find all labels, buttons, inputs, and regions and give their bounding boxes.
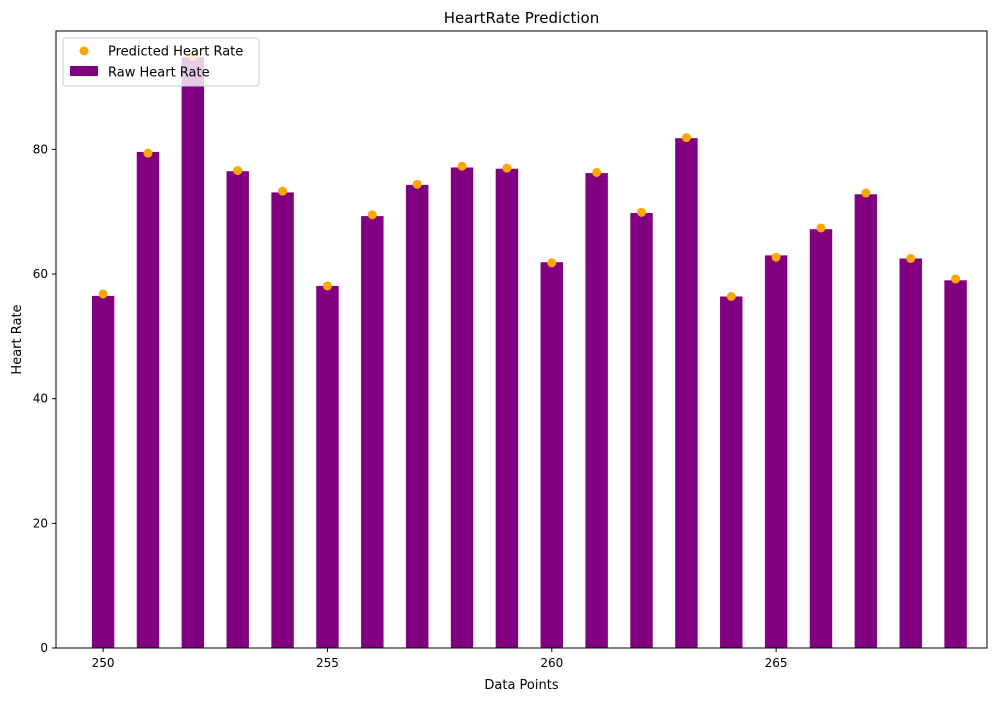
- predicted-point: [592, 167, 602, 177]
- bar: [899, 258, 922, 648]
- chart-title: HeartRate Prediction: [444, 9, 599, 27]
- predicted-point: [412, 179, 422, 189]
- legend-label-raw: Raw Heart Rate: [108, 66, 210, 81]
- bar: [809, 229, 833, 649]
- predicted-point: [906, 253, 916, 263]
- predicted-point: [502, 163, 512, 173]
- y-tick-label: 20: [33, 516, 48, 530]
- predicted-point: [457, 161, 467, 171]
- legend-marker-predicted: [79, 46, 89, 56]
- legend-swatch-raw: [70, 66, 98, 76]
- y-tick-label: 0: [40, 641, 48, 655]
- predicted-point: [861, 188, 871, 198]
- predicted-point: [233, 166, 243, 176]
- plot-frame: [55, 30, 988, 649]
- x-axis-label: Data Points: [484, 678, 558, 693]
- y-axis-label: Heart Rate: [10, 304, 25, 374]
- y-tick-label: 60: [33, 267, 48, 281]
- predicted-point: [816, 223, 826, 233]
- bar: [944, 280, 967, 648]
- y-tick-label: 80: [33, 142, 48, 156]
- predicted-point: [547, 258, 557, 268]
- predicted-point: [278, 186, 288, 196]
- bar: [764, 255, 788, 648]
- predicted-point: [681, 133, 691, 143]
- bar: [226, 171, 249, 648]
- bar: [585, 173, 608, 648]
- bar: [675, 138, 698, 648]
- legend-box: [62, 37, 260, 87]
- bar: [540, 262, 564, 648]
- bar: [630, 212, 653, 649]
- bar: [271, 192, 294, 648]
- bar: [495, 168, 519, 648]
- predicted-point: [322, 281, 332, 291]
- predicted-point: [98, 289, 108, 299]
- predicted-point: [143, 148, 153, 158]
- x-tick-label: 260: [540, 656, 563, 670]
- predicted-point: [637, 207, 647, 217]
- bar: [361, 216, 384, 648]
- x-tick-label: 255: [316, 656, 339, 670]
- x-tick-label: 250: [92, 656, 115, 670]
- bar-series: [91, 57, 967, 649]
- predicted-point: [367, 210, 377, 220]
- legend-label-predicted: Predicted Heart Rate: [108, 45, 243, 60]
- x-tick-label: 265: [765, 656, 788, 670]
- bar: [720, 296, 743, 648]
- bar: [136, 151, 160, 648]
- y-tick-label: 40: [33, 392, 48, 406]
- bar: [91, 295, 115, 648]
- bar: [316, 285, 339, 648]
- bar: [854, 194, 878, 648]
- predicted-point: [726, 291, 736, 301]
- legend: Predicted Heart Rate Raw Heart Rate: [62, 37, 260, 87]
- bar: [405, 184, 429, 648]
- y-axis: 0 20 40 60 80: [33, 142, 56, 655]
- predicted-point: [951, 274, 961, 284]
- x-axis: 250 255 260 265: [92, 648, 788, 670]
- bar: [181, 57, 205, 648]
- predicted-point: [771, 252, 781, 262]
- bar: [450, 167, 474, 648]
